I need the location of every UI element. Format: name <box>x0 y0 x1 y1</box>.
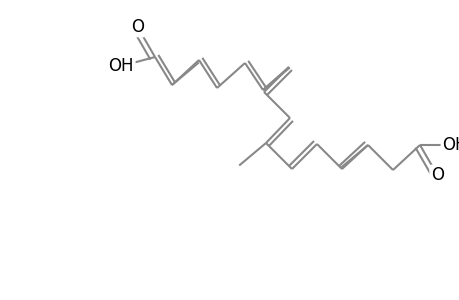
Text: OH: OH <box>108 57 134 75</box>
Text: OH: OH <box>441 136 459 154</box>
Text: O: O <box>430 166 443 184</box>
Text: O: O <box>131 18 144 36</box>
